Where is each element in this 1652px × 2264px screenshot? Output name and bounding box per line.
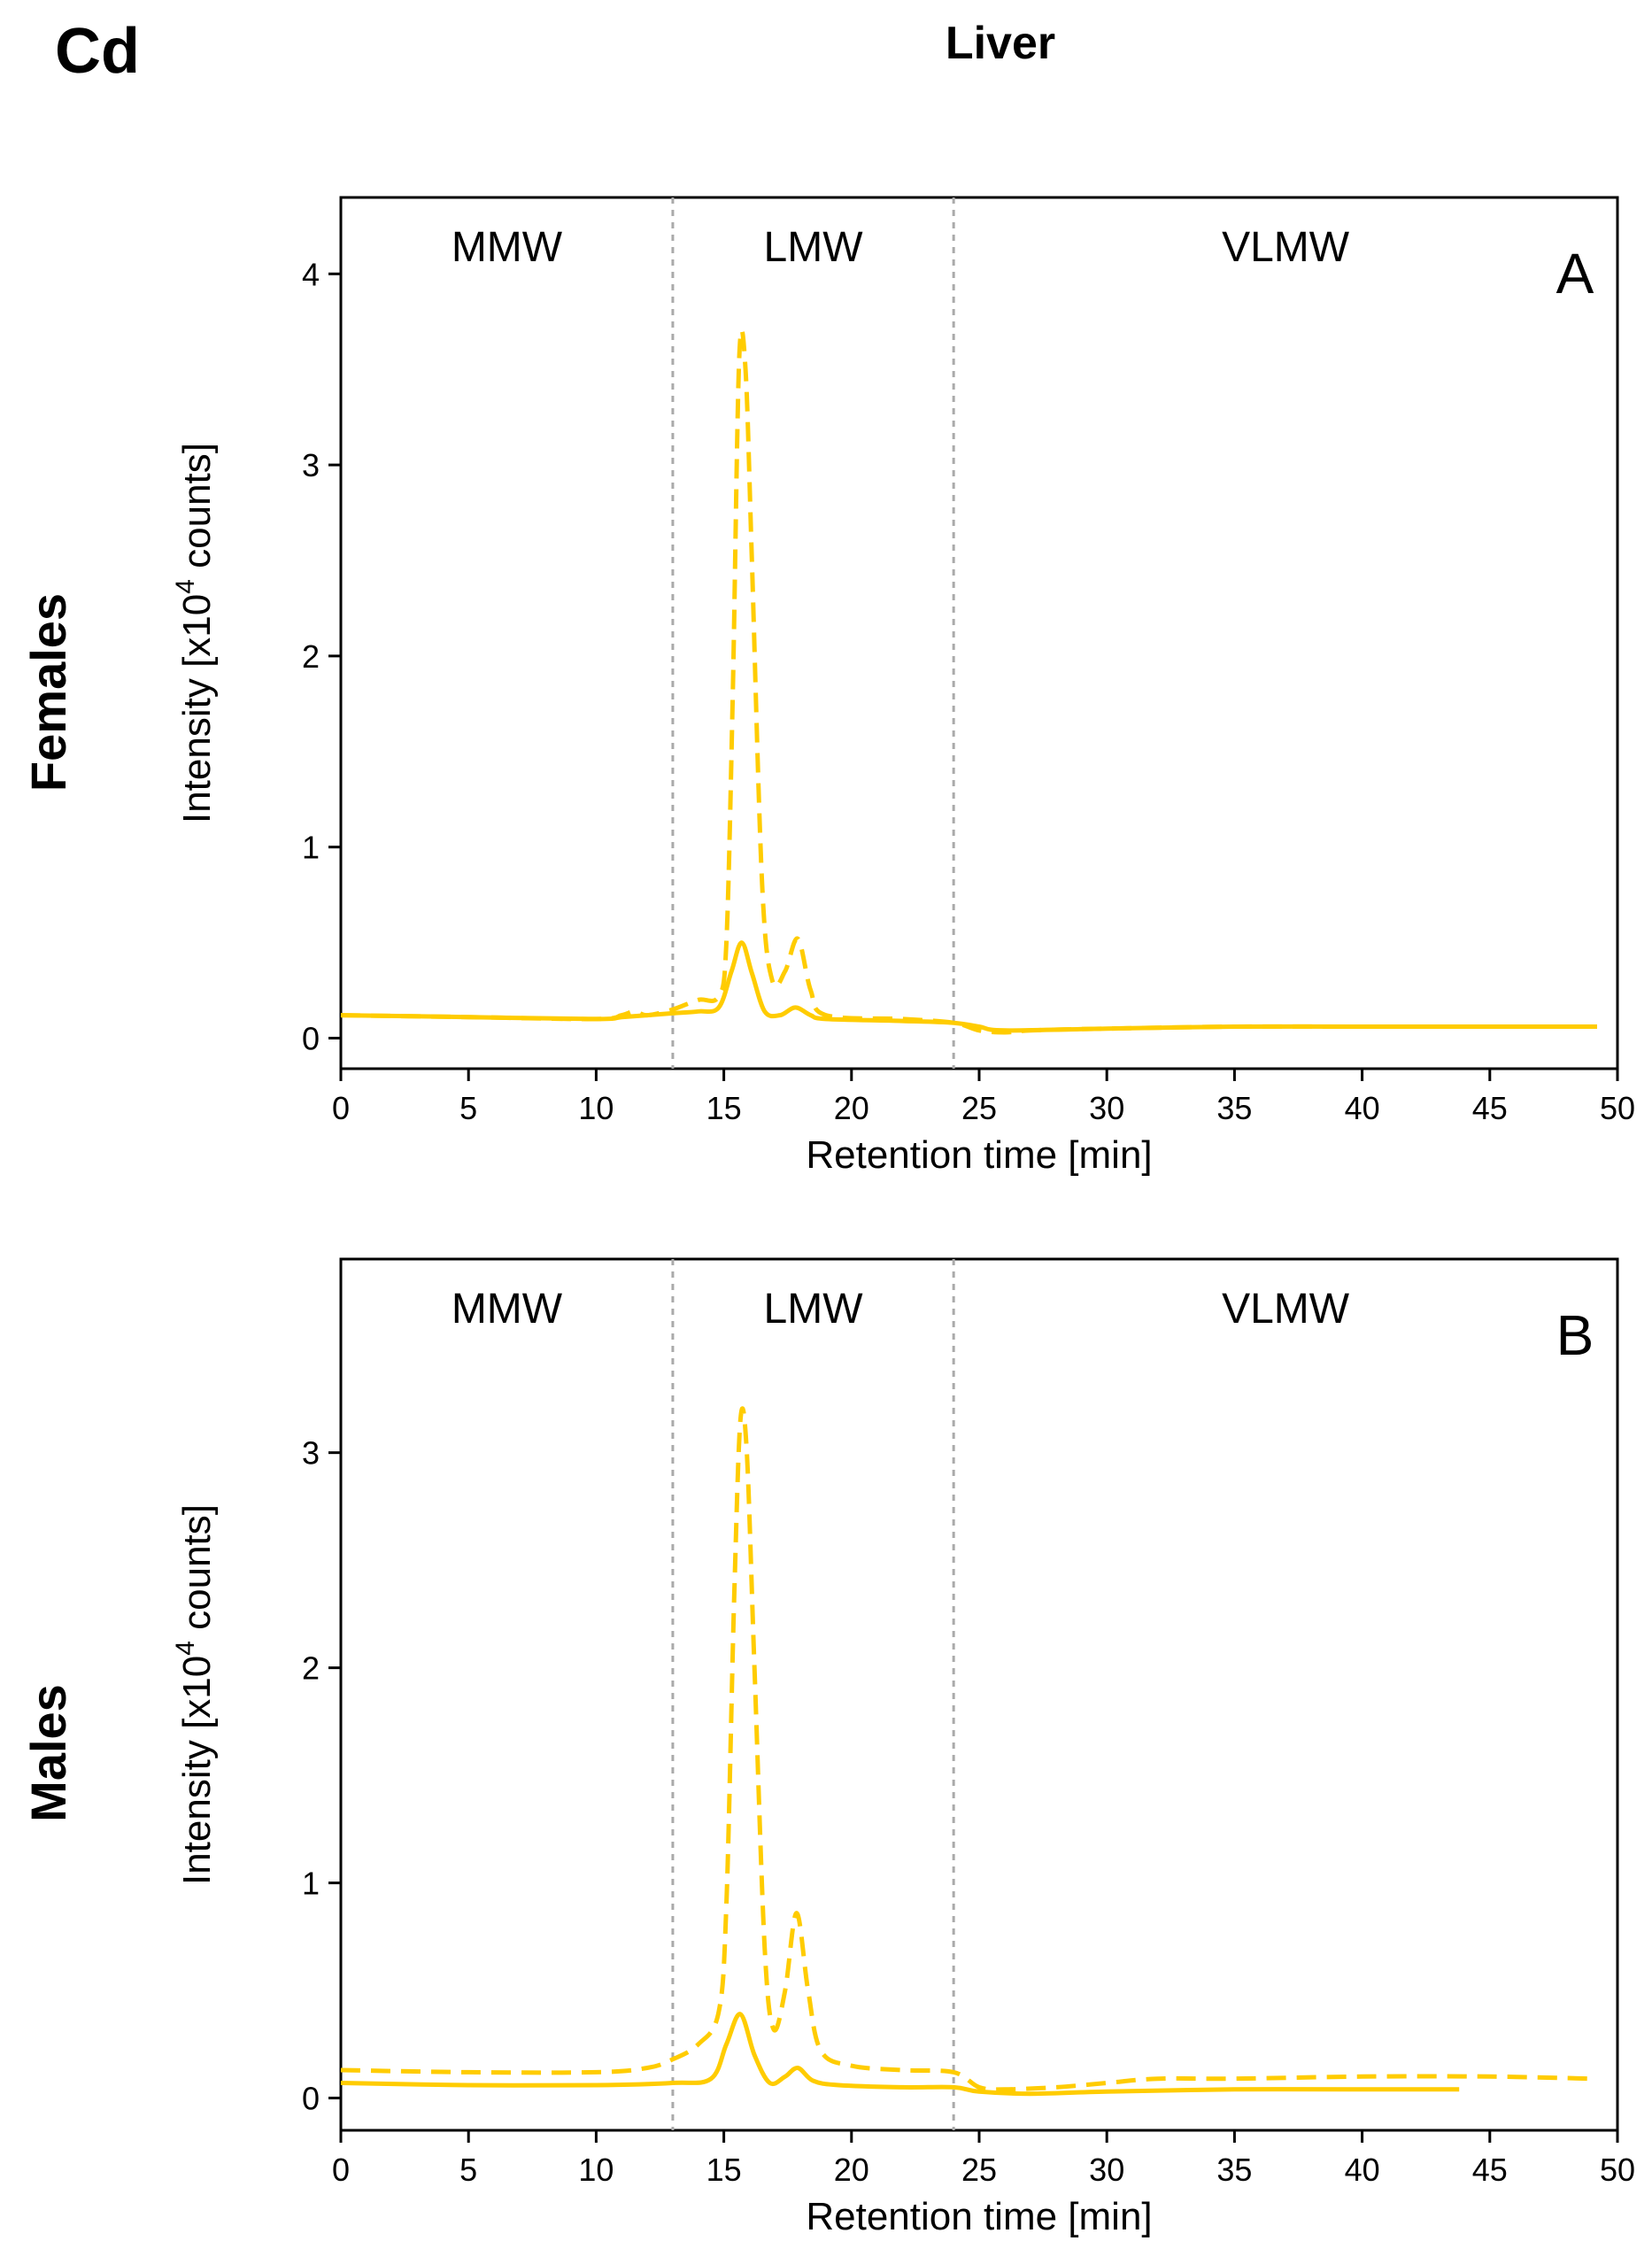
row-label-females: Females (20, 593, 76, 792)
panel-letter: A (1556, 242, 1594, 305)
x-axis-title: Retention time [min] (806, 2195, 1152, 2238)
y-tick-label: 1 (302, 830, 320, 866)
panel-a-females: MMW LMW VLMW A 0 5 10 15 20 25 30 35 40 45 50 0 1 2 3 4 Rete… (171, 196, 1635, 1177)
series-solid-line (340, 2012, 1460, 2097)
panel-b-males: MMW LMW VLMW B 0 5 10 15 20 25 30 35 40 45 50 0 1 2 3 Reten… (171, 1257, 1635, 2238)
y-axis-title-main: Intensity [x10 (175, 1656, 219, 1885)
x-tick-label: 25 (961, 1090, 997, 1126)
x-tick-label: 40 (1345, 1090, 1380, 1126)
series-solid-line (340, 940, 1597, 1033)
x-axis-title: Retention time [min] (806, 1133, 1152, 1177)
x-tick-label: 10 (578, 2152, 614, 2188)
plot-frame (339, 196, 1619, 1070)
region-label-lmw: LMW (764, 224, 864, 271)
region-label-vlmw: VLMW (1222, 1286, 1350, 1333)
organ-title: Liver (946, 18, 1055, 69)
y-tick-label: 3 (302, 447, 320, 483)
x-tick-label: 25 (961, 2152, 997, 2188)
x-tick-label: 15 (706, 1090, 742, 1126)
x-tick-label: 50 (1600, 1090, 1635, 1126)
y-axis-title-end: counts] (175, 1504, 219, 1641)
y-axis-title-main: Intensity [x10 (175, 594, 219, 823)
x-tick-label: 5 (459, 1090, 477, 1126)
x-tick-label: 30 (1089, 1090, 1124, 1126)
region-label-mmw: MMW (452, 1286, 563, 1333)
x-tick-label: 35 (1216, 1090, 1252, 1126)
y-axis-title-end: counts] (175, 443, 219, 579)
y-tick-label: 2 (302, 638, 320, 675)
region-label-lmw: LMW (764, 1286, 864, 1333)
y-tick-label: 2 (302, 1650, 320, 1687)
series-dashed-line (340, 1406, 1593, 2092)
x-tick-label: 20 (834, 2152, 869, 2188)
x-tick-label: 35 (1216, 2152, 1252, 2188)
panel-letter: B (1556, 1303, 1594, 1367)
plot-frame (339, 1257, 1619, 2132)
x-tick-label: 5 (459, 2152, 477, 2188)
x-tick-label: 20 (834, 1090, 869, 1126)
x-tick-label: 30 (1089, 2152, 1124, 2188)
element-label: Cd (55, 16, 140, 87)
y-axis-title-exponent: 4 (171, 1641, 200, 1656)
x-tick-label: 40 (1345, 2152, 1380, 2188)
y-tick-label: 1 (302, 1866, 320, 1902)
region-label-mmw: MMW (452, 224, 563, 271)
y-tick-label: 4 (302, 256, 320, 292)
x-tick-label: 10 (578, 1090, 614, 1126)
x-tick-label: 45 (1472, 2152, 1508, 2188)
y-tick-label: 0 (302, 1020, 320, 1056)
x-tick-label: 0 (332, 1090, 350, 1126)
x-tick-label: 0 (332, 2152, 350, 2188)
row-label-males: Males (20, 1684, 76, 1822)
x-tick-label: 50 (1600, 2152, 1635, 2188)
y-tick-label: 0 (302, 2081, 320, 2117)
y-tick-label: 3 (302, 1435, 320, 1472)
x-tick-label: 45 (1472, 1090, 1508, 1126)
y-axis-title-exponent: 4 (171, 579, 200, 594)
y-axis-title: Intensity [x104 counts] (171, 1504, 219, 1885)
region-label-vlmw: VLMW (1222, 224, 1350, 271)
x-tick-label: 15 (706, 2152, 742, 2188)
series-dashed-line (340, 328, 1597, 1035)
y-axis-title: Intensity [x104 counts] (171, 443, 219, 823)
